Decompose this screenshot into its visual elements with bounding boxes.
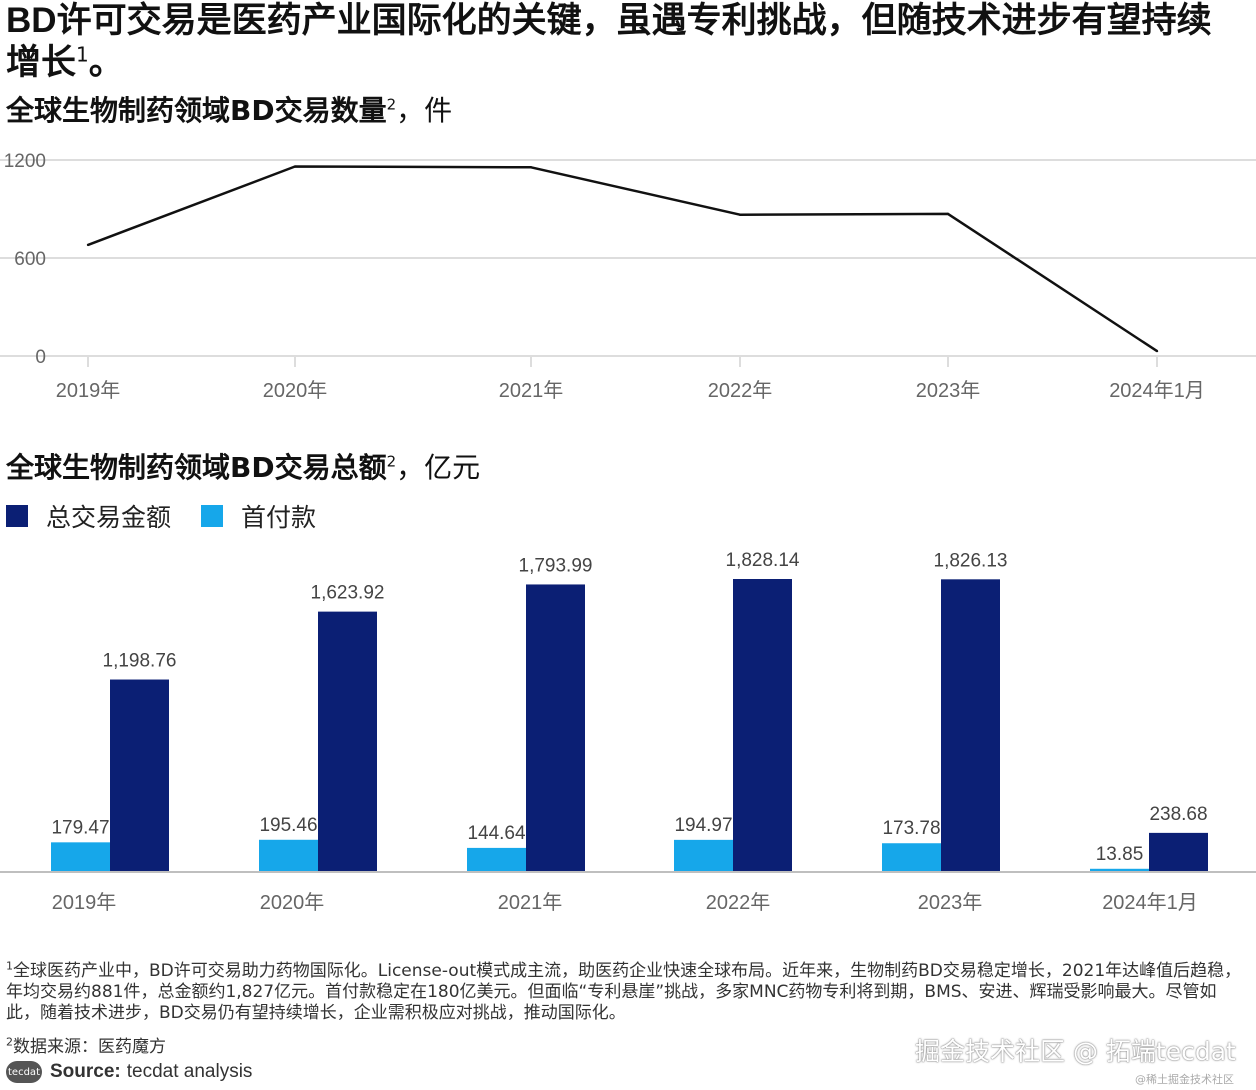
deal-count-point-4 — [946, 212, 950, 216]
footnote-2-text: 数据来源：医药魔方 — [13, 1037, 166, 1057]
upfront-value-label-0: 179.47 — [51, 817, 109, 838]
legend-swatch-total — [6, 505, 28, 527]
x-tick-label-1: 2020年 — [263, 379, 328, 402]
bar-x-tick-label-0: 2019年 — [52, 891, 117, 914]
source-value: tecdat analysis — [126, 1061, 253, 1082]
total-value-label-0: 1,198.76 — [103, 651, 177, 672]
bar-chart-title: 全球生物制药领域BD交易总额2，亿元 — [6, 451, 480, 485]
deal-count-point-2 — [529, 166, 533, 169]
bar-x-tick-label-5: 2024年1月 — [1102, 891, 1198, 914]
total-bar-5 — [1149, 832, 1208, 871]
upfront-value-label-3: 194.97 — [674, 815, 732, 836]
legend-item-upfront: 首付款 — [201, 498, 316, 534]
headline-footnote-ref: 1 — [76, 42, 89, 67]
line-chart-title: 全球生物制药领域BD交易数量2，件 — [6, 94, 452, 128]
upfront-bar-1 — [259, 839, 318, 871]
x-tick-label-0: 2019年 — [56, 379, 121, 402]
total-bar-3 — [733, 579, 792, 871]
total-bar-0 — [110, 679, 169, 871]
footnote-2-ref: 2 — [6, 1035, 13, 1049]
total-value-label-1: 1,623.92 — [311, 583, 385, 604]
bar-chart-title-unit: ，亿元 — [396, 451, 481, 484]
bar-x-tick-label-4: 2023年 — [918, 891, 983, 914]
deal-count-series-line — [87, 165, 1158, 353]
x-tick-label-3: 2022年 — [708, 379, 773, 402]
upfront-bar-3 — [674, 839, 733, 871]
bar-x-tick-label-3: 2022年 — [706, 891, 771, 914]
watermark-small: @稀土掘金技术社区 — [1135, 1073, 1234, 1086]
upfront-value-label-4: 173.78 — [882, 818, 940, 839]
line-chart-title-main: 全球生物制药领域BD交易数量 — [6, 94, 387, 127]
total-value-label-2: 1,793.99 — [519, 555, 593, 576]
x-tick-label-2: 2021年 — [499, 379, 564, 402]
x-tick-label-5: 2024年1月 — [1109, 379, 1205, 402]
legend-item-total: 总交易金额 — [6, 498, 171, 534]
bar-x-tick-label-1: 2020年 — [260, 891, 325, 914]
x-tick-label-4: 2023年 — [916, 379, 981, 402]
bar-chart-title-ref: 2 — [386, 452, 397, 471]
upfront-bar-2 — [467, 847, 526, 871]
upfront-value-label-2: 144.64 — [467, 823, 526, 844]
upfront-value-label-5: 13.85 — [1096, 844, 1144, 865]
deal-count-point-1 — [293, 165, 297, 168]
line-chart-title-unit: ，件 — [396, 94, 453, 127]
tecdat-logo-icon: tecdat — [6, 1061, 42, 1083]
deal-count-point-5 — [1155, 349, 1159, 353]
deal-value-bar-chart: 179.47 1,198.76 2019年 195.46 1,623.92 2020年 14… — [0, 550, 1256, 914]
footnote-1: 1全球医药产业中，BD许可交易助力药物国际化。License-out模式成主流，… — [6, 959, 1250, 1024]
y-tick-label-1: 600 — [14, 249, 46, 270]
footnote-1-ref: 1 — [6, 959, 13, 973]
headline-end: 。 — [88, 43, 124, 83]
total-value-label-4: 1,826.13 — [934, 550, 1008, 571]
legend-swatch-upfront — [201, 505, 224, 527]
total-value-label-5: 238.68 — [1149, 804, 1207, 825]
total-bar-2 — [526, 584, 585, 871]
y-tick-label-0: 1200 — [4, 151, 46, 172]
legend-label-upfront: 首付款 — [241, 503, 317, 532]
upfront-bar-4 — [882, 843, 941, 871]
footnote-2: 2数据来源：医药魔方 — [6, 1032, 166, 1057]
bar-x-tick-label-2: 2021年 — [498, 891, 563, 914]
y-tick-label-2: 0 — [35, 347, 46, 368]
deal-count-line-chart: 1200 600 0 2019年 2020年 2021年 2022年 2023年 2024年1月 — [0, 151, 1256, 402]
total-bar-4 — [941, 579, 1000, 871]
footnote-1-text: 全球医药产业中，BD许可交易助力药物国际化。License-out模式成主流，助… — [6, 961, 1242, 1023]
upfront-value-label-1: 195.46 — [259, 815, 317, 836]
upfront-bar-5 — [1090, 868, 1149, 871]
total-value-label-3: 1,828.14 — [726, 550, 800, 571]
watermark-main: 掘金技术社区 @ 拓端tecdat — [915, 1037, 1236, 1066]
bar-chart-legend: 总交易金额 首付款 — [6, 498, 346, 534]
headline-bd: BD — [6, 1, 57, 40]
deal-count-point-3 — [738, 213, 742, 216]
headline: BD许可交易是医药产业国际化的关键，虽遇专利挑战，但随技术进步有望持续增长1。 — [6, 0, 1246, 84]
source-label: Source: — [50, 1061, 121, 1082]
upfront-bar-0 — [51, 842, 110, 871]
bar-chart-title-main: 全球生物制药领域BD交易总额 — [6, 451, 387, 484]
deal-count-point-0 — [86, 243, 90, 247]
line-chart-title-ref: 2 — [386, 95, 397, 114]
source-line: tecdat Source: tecdat analysis — [6, 1058, 252, 1086]
headline-text: 许可交易是医药产业国际化的关键，虽遇专利挑战，但随技术进步有望持续增长 — [6, 1, 1212, 83]
legend-label-total: 总交易金额 — [46, 503, 172, 532]
total-bar-1 — [318, 611, 377, 871]
